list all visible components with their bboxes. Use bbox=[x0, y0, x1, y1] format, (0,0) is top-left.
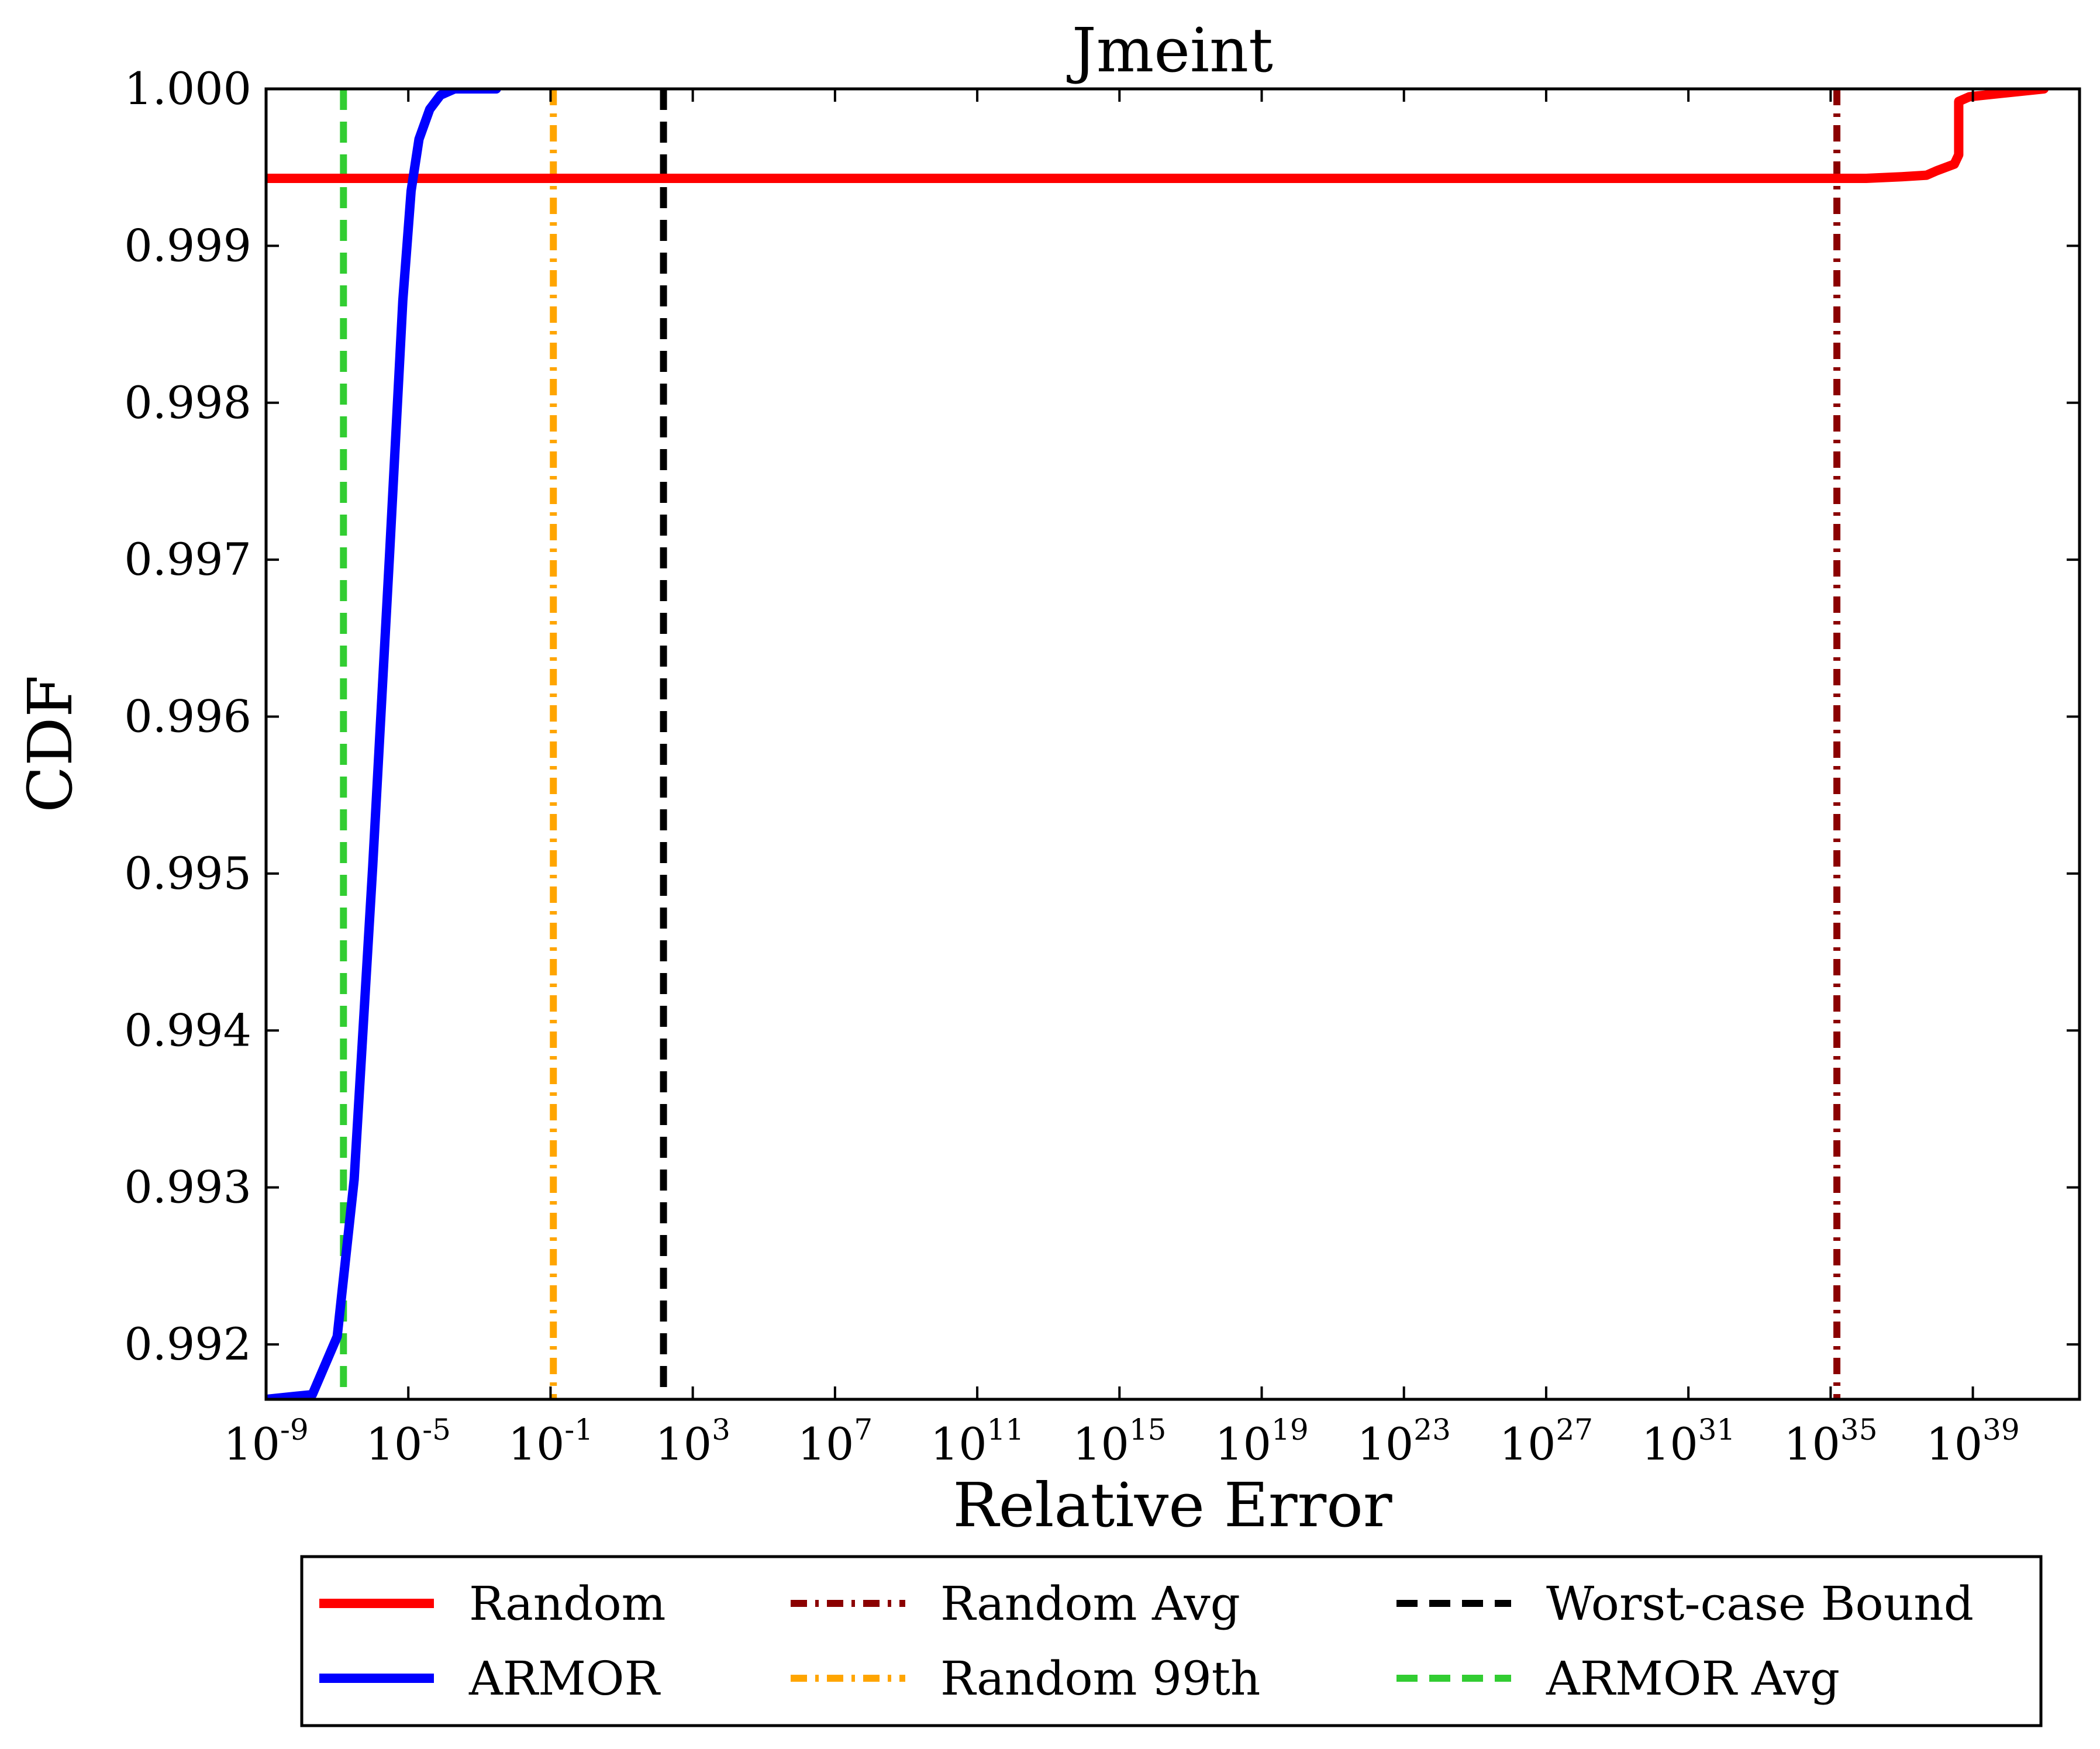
legend: Random ARMOR Random Avg Random 99th Worst-ca… bbox=[300, 1555, 2043, 1727]
x-tick-label: 107 bbox=[798, 1413, 873, 1470]
chart-title: Jmeint bbox=[1067, 15, 1273, 86]
y-tick-label: 0.993 bbox=[124, 1161, 251, 1213]
x-tick-label: 1031 bbox=[1642, 1413, 1735, 1470]
x-tick-label: 103 bbox=[655, 1413, 730, 1470]
legend-label-armor-avg: ARMOR Avg bbox=[1546, 1651, 1840, 1706]
x-tick-label: 1015 bbox=[1073, 1413, 1166, 1470]
x-tick-label: 10-1 bbox=[508, 1413, 593, 1470]
legend-label-random: Random bbox=[469, 1576, 666, 1631]
legend-label-worst-case-bound: Worst-case Bound bbox=[1546, 1576, 1974, 1631]
x-tick-label: 1023 bbox=[1357, 1413, 1451, 1470]
y-tick-label: 1.000 bbox=[124, 63, 251, 115]
legend-label-armor: ARMOR bbox=[468, 1651, 661, 1706]
x-tick-label: 10-5 bbox=[365, 1413, 450, 1470]
legend-frame bbox=[300, 1555, 2043, 1727]
y-tick-label: 0.997 bbox=[124, 533, 251, 585]
legend-label-random-avg: Random Avg bbox=[940, 1576, 1240, 1631]
y-tick-label: 0.996 bbox=[124, 691, 251, 743]
x-tick-label: 1011 bbox=[930, 1413, 1024, 1470]
legend-label-random-99th: Random 99th bbox=[940, 1651, 1260, 1706]
legend-items: Random ARMOR Random Avg Random 99th Worst-ca… bbox=[319, 1576, 1974, 1706]
y-tick-label: 0.995 bbox=[124, 847, 251, 899]
axis-ticks: 10-9 10-5 10-1 103 107 1011 1015 1019 1023 1027 10… bbox=[124, 63, 2080, 1470]
y-tick-label: 0.999 bbox=[124, 219, 251, 271]
series-random-line bbox=[266, 89, 2049, 183]
y-tick-label: 0.994 bbox=[124, 1004, 251, 1056]
y-axis-title: CDF bbox=[15, 675, 86, 812]
series-layer bbox=[266, 89, 2049, 1399]
y-tick-label: 0.992 bbox=[124, 1318, 251, 1370]
x-tick-label: 10-9 bbox=[223, 1413, 308, 1470]
x-tick-label: 1019 bbox=[1215, 1413, 1308, 1470]
x-tick-label: 1039 bbox=[1926, 1413, 2019, 1470]
plot-frame bbox=[264, 87, 2081, 1401]
y-tick-label: 0.998 bbox=[124, 377, 251, 429]
x-axis-title: Relative Error bbox=[953, 1469, 1392, 1541]
x-tick-label: 1027 bbox=[1499, 1413, 1593, 1470]
x-tick-label: 1035 bbox=[1784, 1413, 1877, 1470]
